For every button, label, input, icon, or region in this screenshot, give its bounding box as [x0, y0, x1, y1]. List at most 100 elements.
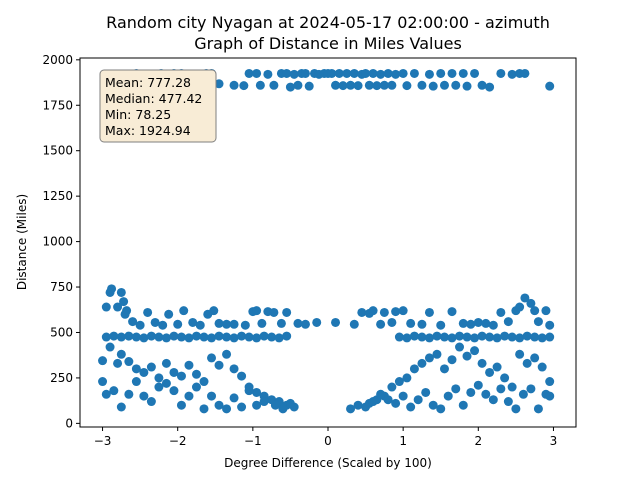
data-point: [447, 333, 457, 343]
data-point: [207, 333, 217, 343]
data-point: [161, 378, 171, 388]
x-tick-label: −3: [94, 434, 112, 448]
x-tick-label: −2: [169, 434, 187, 448]
data-point: [244, 332, 254, 342]
data-point: [331, 317, 341, 327]
data-point: [394, 377, 404, 387]
data-point: [229, 393, 239, 403]
data-point: [124, 357, 134, 367]
data-point: [417, 80, 427, 90]
data-point: [139, 367, 149, 377]
data-point: [402, 373, 412, 383]
x-tick-label: 3: [550, 434, 558, 448]
data-point: [421, 387, 431, 397]
data-point: [304, 81, 314, 91]
data-point: [237, 371, 247, 381]
data-point: [515, 333, 525, 343]
data-point: [522, 358, 532, 368]
data-point: [252, 68, 262, 78]
data-point: [285, 398, 295, 408]
data-point: [477, 80, 487, 90]
data-point: [222, 404, 232, 414]
data-point: [439, 80, 449, 90]
data-point: [116, 349, 126, 359]
data-point: [507, 69, 517, 79]
data-point: [383, 68, 393, 78]
data-point: [239, 81, 249, 91]
data-point: [368, 68, 378, 78]
x-tick-label: 0: [324, 434, 332, 448]
data-point: [173, 319, 183, 329]
data-point: [161, 333, 171, 343]
data-point: [488, 320, 498, 330]
data-point: [222, 332, 232, 342]
data-point: [458, 400, 468, 410]
data-point: [154, 332, 164, 342]
data-point: [353, 400, 363, 410]
data-point: [488, 395, 498, 405]
data-point: [270, 400, 280, 410]
data-point: [458, 68, 468, 78]
data-point: [455, 342, 465, 352]
data-point: [515, 302, 525, 312]
data-point: [113, 302, 123, 312]
data-point: [207, 353, 217, 363]
data-point: [391, 398, 401, 408]
data-point: [376, 319, 386, 329]
data-point: [533, 317, 543, 327]
data-point: [269, 80, 279, 90]
data-point: [436, 320, 446, 330]
data-point: [424, 353, 434, 363]
stats-box-background: [99, 69, 217, 143]
data-point: [545, 81, 555, 91]
stats-median: Median: 477.42: [105, 91, 202, 106]
data-point: [300, 319, 310, 329]
data-point: [331, 80, 341, 90]
data-point: [470, 346, 480, 356]
data-point: [417, 319, 427, 329]
data-point: [128, 317, 138, 327]
data-point: [214, 360, 224, 370]
data-point: [436, 404, 446, 414]
data-point: [237, 402, 247, 412]
data-point: [101, 302, 111, 312]
data-point: [109, 386, 119, 396]
data-point: [131, 364, 141, 374]
data-point: [176, 332, 186, 342]
data-point: [285, 82, 295, 92]
data-point: [259, 331, 269, 341]
data-point: [327, 68, 337, 78]
data-point: [409, 364, 419, 374]
data-point: [154, 373, 164, 383]
data-point: [496, 68, 506, 78]
data-point: [169, 386, 179, 396]
x-tick-label: 2: [474, 434, 482, 448]
y-axis-ticks: 0 250 500 750 1000 1250 1500 1750 2000: [42, 53, 80, 430]
data-point: [522, 331, 532, 341]
data-point: [113, 358, 123, 368]
data-point: [436, 68, 446, 78]
data-point: [545, 332, 555, 342]
y-tick-label: 2000: [42, 53, 73, 67]
data-point: [424, 333, 434, 343]
data-point: [169, 331, 179, 341]
data-point: [432, 349, 442, 359]
data-point: [139, 391, 149, 401]
y-tick-label: 1750: [42, 98, 73, 112]
x-tick-label: 1: [399, 434, 407, 448]
data-point: [428, 400, 438, 410]
data-point: [507, 382, 517, 392]
data-point: [199, 404, 209, 414]
data-point: [462, 81, 472, 91]
data-point: [252, 306, 262, 316]
data-point: [252, 400, 262, 410]
data-point: [361, 402, 371, 412]
data-point: [398, 391, 408, 401]
data-point: [176, 371, 186, 381]
data-point: [244, 386, 254, 396]
data-point: [496, 307, 506, 317]
data-point: [526, 384, 536, 394]
data-point: [545, 391, 555, 401]
data-point: [470, 333, 480, 343]
data-point: [458, 318, 468, 328]
